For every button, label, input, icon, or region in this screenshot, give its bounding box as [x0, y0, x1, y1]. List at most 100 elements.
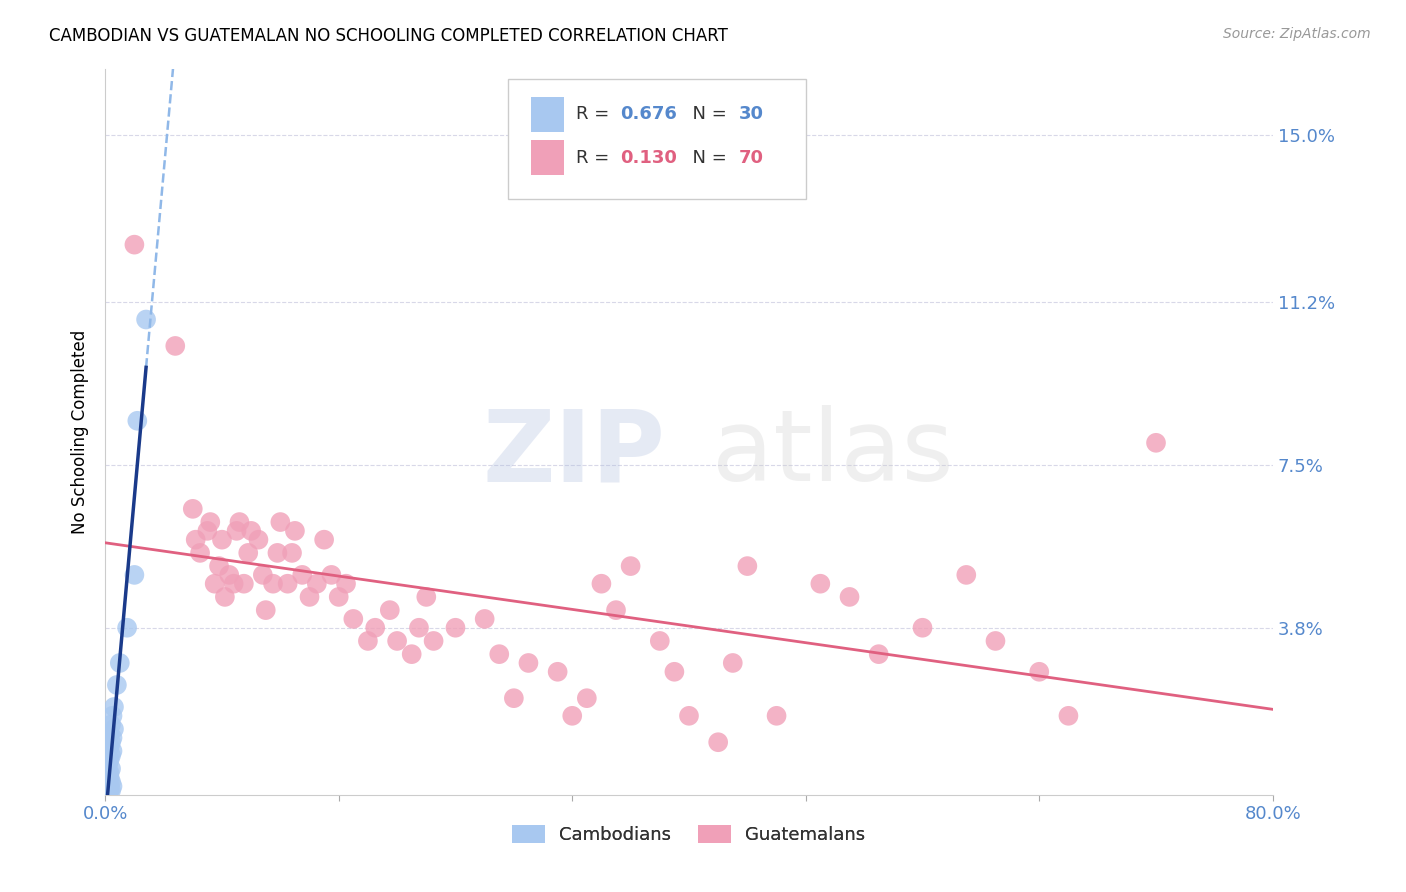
Point — [135, 312, 157, 326]
Point — [247, 533, 270, 547]
Point — [955, 568, 977, 582]
Point — [252, 568, 274, 582]
Point — [240, 524, 263, 538]
Point — [100, 762, 122, 776]
Point — [98, 783, 121, 797]
Point — [314, 533, 336, 547]
Point — [165, 339, 187, 353]
Point — [911, 621, 934, 635]
Point — [335, 576, 357, 591]
Point — [181, 501, 204, 516]
Point — [305, 576, 328, 591]
Point — [591, 576, 613, 591]
Point — [98, 771, 121, 785]
Text: R =: R = — [575, 105, 614, 123]
Point — [707, 735, 730, 749]
Point — [664, 665, 686, 679]
Point — [200, 515, 222, 529]
Point — [254, 603, 277, 617]
Point — [444, 621, 467, 635]
Point — [561, 708, 583, 723]
Point — [984, 634, 1007, 648]
Point — [808, 576, 831, 591]
Point — [291, 568, 314, 582]
Text: atlas: atlas — [713, 405, 953, 502]
Point — [232, 576, 254, 591]
Point — [737, 559, 759, 574]
Text: 0.130: 0.130 — [620, 149, 676, 167]
Point — [101, 779, 124, 793]
Point — [281, 546, 304, 560]
Text: N =: N = — [681, 105, 733, 123]
Point — [298, 590, 321, 604]
Point — [97, 766, 120, 780]
Point — [277, 576, 299, 591]
Point — [208, 559, 231, 574]
Point — [721, 656, 744, 670]
Point — [1057, 708, 1080, 723]
Point — [222, 576, 245, 591]
Point — [103, 722, 125, 736]
Point — [97, 757, 120, 772]
Point — [97, 779, 120, 793]
Point — [266, 546, 288, 560]
Bar — [531, 97, 564, 132]
Point — [408, 621, 430, 635]
Point — [188, 546, 211, 560]
Point — [105, 678, 128, 692]
Point — [100, 748, 122, 763]
Point — [605, 603, 627, 617]
Point — [218, 568, 240, 582]
Point — [97, 775, 120, 789]
Point — [101, 744, 124, 758]
Point — [214, 590, 236, 604]
Text: 0.676: 0.676 — [620, 105, 676, 123]
Point — [115, 621, 138, 635]
Point — [238, 546, 260, 560]
Point — [100, 735, 122, 749]
Bar — [531, 140, 564, 176]
Point — [357, 634, 380, 648]
Text: R =: R = — [575, 149, 614, 167]
Point — [204, 576, 226, 591]
Text: CAMBODIAN VS GUATEMALAN NO SCHOOLING COMPLETED CORRELATION CHART: CAMBODIAN VS GUATEMALAN NO SCHOOLING COM… — [49, 27, 728, 45]
Point — [262, 576, 284, 591]
Point — [101, 731, 124, 745]
Point — [517, 656, 540, 670]
Point — [401, 647, 423, 661]
Point — [184, 533, 207, 547]
Point — [1028, 665, 1050, 679]
Point — [328, 590, 350, 604]
Point — [321, 568, 343, 582]
FancyBboxPatch shape — [508, 79, 806, 199]
Point — [124, 237, 146, 252]
Text: 30: 30 — [740, 105, 765, 123]
Point — [211, 533, 233, 547]
Text: ZIP: ZIP — [482, 405, 665, 502]
Point — [415, 590, 437, 604]
Point — [284, 524, 307, 538]
Point — [225, 524, 247, 538]
Point — [98, 739, 121, 754]
Point — [98, 753, 121, 767]
Point — [103, 700, 125, 714]
Point — [678, 708, 700, 723]
Point — [100, 717, 122, 731]
Legend: Cambodians, Guatemalans: Cambodians, Guatemalans — [505, 818, 873, 852]
Point — [364, 621, 387, 635]
Y-axis label: No Schooling Completed: No Schooling Completed — [72, 330, 89, 534]
Point — [342, 612, 364, 626]
Point — [620, 559, 643, 574]
Text: 70: 70 — [740, 149, 765, 167]
Text: N =: N = — [681, 149, 733, 167]
Point — [269, 515, 291, 529]
Point — [765, 708, 787, 723]
Point — [474, 612, 496, 626]
Point — [868, 647, 890, 661]
Point — [101, 708, 124, 723]
Point — [127, 414, 149, 428]
Point — [547, 665, 569, 679]
Point — [378, 603, 401, 617]
Point — [97, 783, 120, 797]
Point — [648, 634, 671, 648]
